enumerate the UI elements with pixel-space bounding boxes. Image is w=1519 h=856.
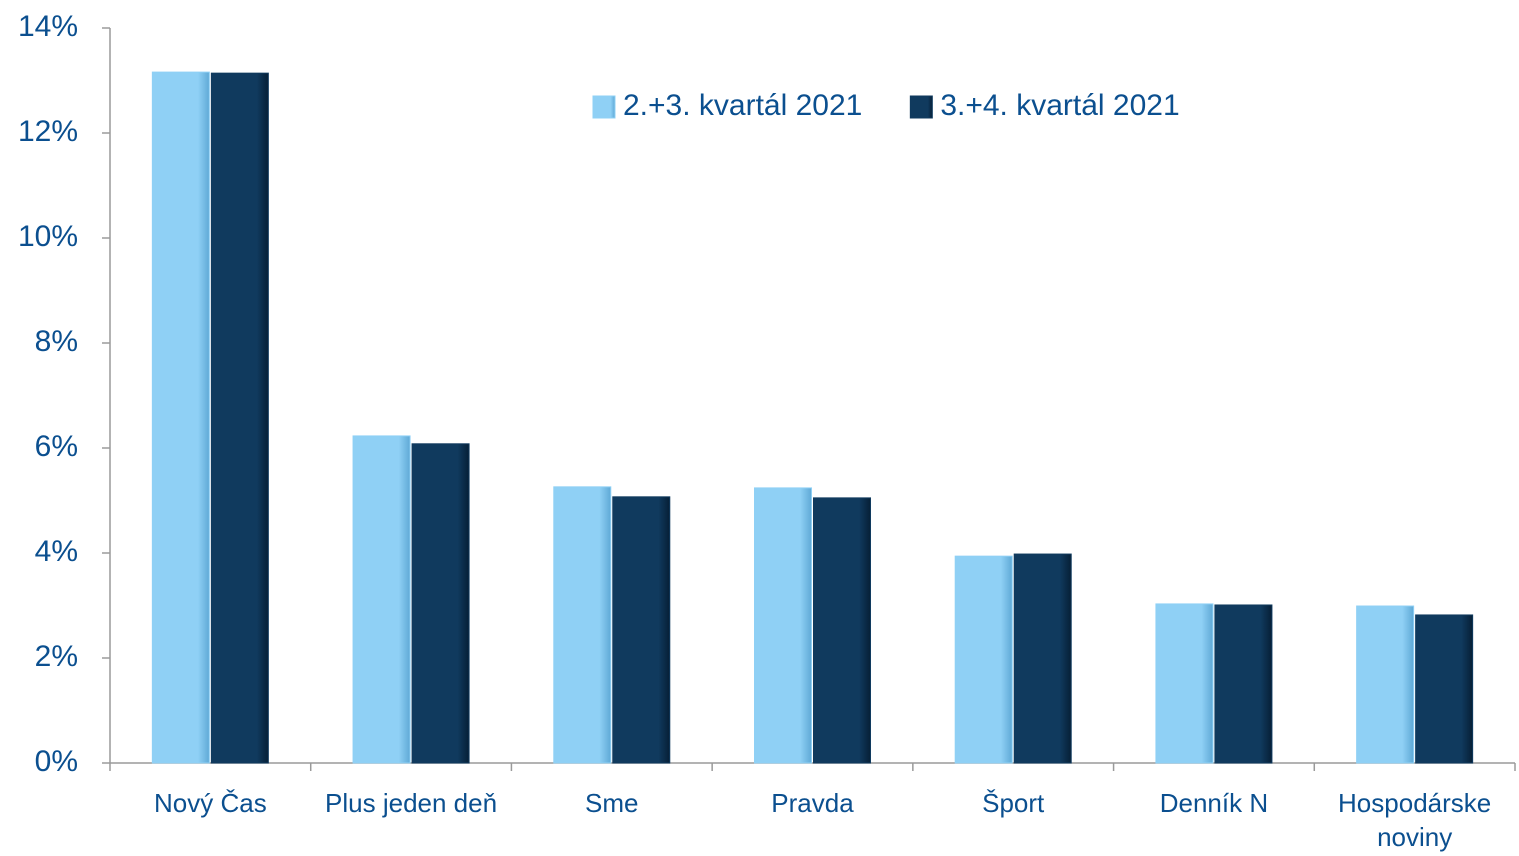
bar: [612, 496, 671, 764]
x-tick-label: Nový Čas: [154, 788, 267, 818]
bar: [411, 443, 470, 764]
bar: [754, 487, 812, 764]
y-tick-label: 0%: [35, 745, 78, 778]
x-tick-label: Hospodárske noviny: [1338, 788, 1492, 852]
y-tick-label: 10%: [18, 220, 78, 253]
y-tick-label: 14%: [18, 10, 78, 43]
y-tick-label: 4%: [35, 535, 78, 568]
y-tick-label: 6%: [35, 430, 78, 463]
x-tick-label: Plus jeden deň: [325, 788, 498, 818]
x-tick-label: Denník N: [1159, 788, 1269, 818]
y-tick-label: 12%: [18, 115, 78, 148]
x-tick-label: Sme: [585, 788, 639, 818]
bar: [1415, 614, 1474, 764]
legend-label: 3.+4. kvartál 2021: [940, 89, 1179, 122]
bar: [210, 72, 269, 764]
y-tick-label: 8%: [35, 325, 78, 358]
bar: [553, 486, 612, 764]
bar: [1214, 604, 1273, 764]
legend-swatch: [592, 95, 616, 119]
legend-swatch: [909, 95, 933, 119]
bar: [1356, 605, 1415, 764]
bar: [352, 435, 411, 764]
bar: [813, 497, 871, 764]
bar: [1013, 553, 1072, 764]
bar: [954, 555, 1013, 764]
y-tick-label: 2%: [35, 640, 78, 673]
legend-label: 2.+3. kvartál 2021: [623, 89, 862, 122]
bar: [151, 71, 210, 764]
bar: [1155, 603, 1214, 764]
x-tick-label: Šport: [982, 788, 1045, 818]
x-tick-label: Pravda: [771, 788, 854, 818]
